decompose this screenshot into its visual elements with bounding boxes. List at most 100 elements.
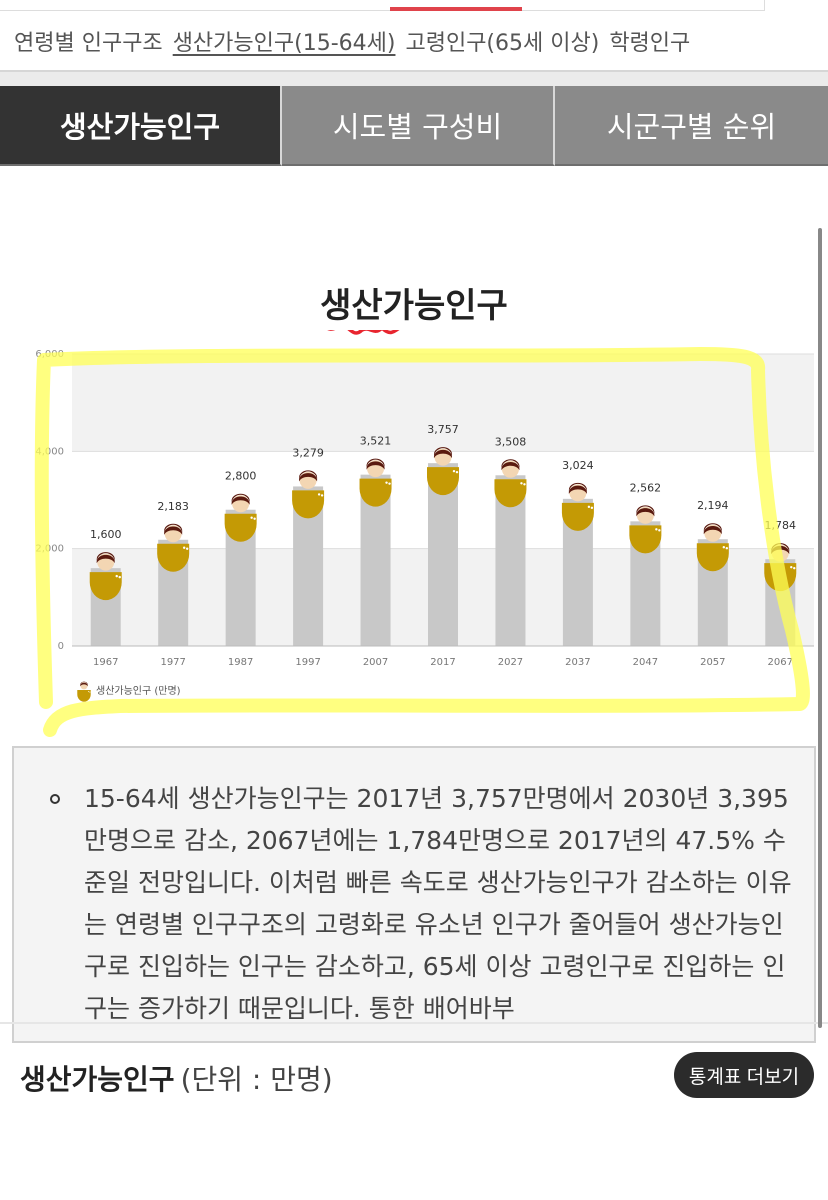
figure-hair-top [636,508,655,517]
person-figure-icon [427,447,459,496]
figure-body [77,690,91,702]
figure-button [655,528,658,531]
x-tick-label: 2047 [633,657,658,668]
data-label: 2,194 [697,499,729,512]
figure-button [388,482,391,485]
figure-button [455,470,459,474]
title-underline-scribble [327,330,400,335]
figure-hair-top [568,485,587,494]
figure-body [696,543,729,572]
figure-body [494,479,527,508]
figure-button [590,506,594,510]
figure-button [520,482,523,485]
figure-button [320,494,324,497]
figure-body [359,478,392,507]
data-label: 2,800 [225,470,257,483]
data-label: 3,521 [360,435,392,448]
x-tick-label: 2067 [768,657,793,668]
x-tick-label: 2057 [700,657,725,668]
y-tick-label: 4,000 [35,446,64,457]
person-figure-icon [157,523,190,572]
tab-province-composition[interactable]: 시도별 구성비 [282,86,555,166]
sub-navigation: 연령별 인구구조 생산가능인구(15-64세) 고령인구(65세 이상) 학령인… [0,12,828,70]
figure-button [185,547,189,550]
figure-body [157,543,190,572]
figure-button [725,547,729,550]
figure-button [88,691,90,693]
figure-hair-top [433,449,453,459]
scrollbar-thumb[interactable] [818,228,822,1028]
person-figure-icon [494,459,527,508]
top-tab[interactable] [150,0,303,11]
figure-body [427,467,459,496]
figure-button [115,574,118,578]
x-tick-label: 1967 [93,657,118,668]
person-figure-icon [561,482,594,531]
x-tick-label: 1977 [160,657,185,668]
figure-button [118,575,121,579]
top-tab-active[interactable] [390,0,523,11]
data-label: 3,508 [495,435,527,448]
stat-table-unit: (단위 : 만명) [180,1063,333,1096]
x-tick-label: 2017 [430,657,455,668]
figure-hair-top [703,525,722,535]
x-tick-label: 2037 [565,657,590,668]
figure-hair-top [80,682,88,687]
figure-button [452,469,456,473]
bullet-icon [50,794,60,804]
data-label: 3,024 [562,459,594,472]
data-label: 3,279 [292,446,324,459]
figure-button [658,529,661,532]
figure-button [587,505,591,509]
person-figure-icon [292,470,325,519]
yellow-highlight-marker [34,347,810,737]
population-bar-chart: 02,0004,0006,0001,60019672,18319772,8001… [34,330,814,737]
y-tick-label: 0 [58,641,64,652]
top-tab[interactable] [0,0,151,11]
data-label: 3,757 [427,423,459,436]
figure-button [790,565,793,569]
subnav-link-age-structure[interactable]: 연령별 인구구조 [14,31,163,56]
subnav-link-elderly[interactable]: 고령인구(65세 이상) [405,31,600,56]
y-tick-label: 2,000 [35,544,64,555]
top-tab-strip [0,0,828,12]
figure-button [253,517,256,520]
data-label: 1,600 [90,528,122,541]
person-figure-icon [77,681,91,702]
figure-button [722,546,726,549]
subnav-link-working-age[interactable]: 생산가능인구(15-64세) [172,31,396,56]
description-text: 15-64세 생산가능인구는 2017년 3,757만명에서 2030년 3,3… [84,784,792,1023]
figure-body [629,525,662,554]
figure-hair-top [299,473,318,482]
top-tab[interactable] [630,0,765,11]
section-divider [0,70,828,88]
figure-hair-top [366,461,385,470]
data-label: 2,562 [630,481,662,494]
legend-label: 생산가능인구 (만명) [96,685,181,697]
top-tab[interactable] [302,0,391,11]
chart-band [72,354,814,452]
section-rule [0,1022,828,1024]
x-tick-label: 1987 [228,657,253,668]
person-figure-icon [696,523,729,572]
figure-button [317,493,321,496]
tab-working-age-population[interactable]: 생산가능인구 [0,86,282,166]
figure-body [89,572,122,601]
stat-table-title: 생산가능인구 [20,1063,175,1096]
subnav-link-school-age[interactable]: 학령인구 [609,31,691,56]
figure-button [89,691,91,693]
description-box: 15-64세 생산가능인구는 2017년 3,757만명에서 2030년 3,3… [12,746,816,1043]
person-figure-icon [224,493,257,542]
figure-hair-top [501,462,520,471]
top-tab[interactable] [522,0,631,11]
x-tick-label: 1997 [295,657,320,668]
figure-hair-top [96,554,115,564]
figure-body [292,490,325,519]
tab-district-ranking[interactable]: 시군구별 순위 [555,86,828,166]
chart-legend: 생산가능인구 (만명) [77,681,181,702]
figure-button [385,481,388,484]
chart-title: 생산가능인구 [320,286,508,326]
more-statistics-button[interactable]: 통계표 더보기 [674,1052,814,1098]
figure-hair-top [164,526,183,535]
x-tick-label: 2007 [363,657,388,668]
